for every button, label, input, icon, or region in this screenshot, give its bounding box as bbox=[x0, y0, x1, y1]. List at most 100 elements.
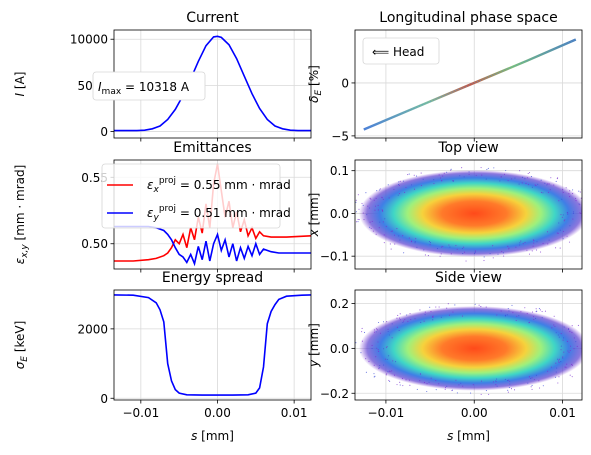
halo-particle bbox=[542, 385, 544, 387]
halo-particle bbox=[569, 374, 571, 376]
halo-particle bbox=[531, 377, 533, 379]
tick-label-y: 0.55 bbox=[81, 171, 108, 185]
halo-particle bbox=[357, 194, 359, 196]
halo-particle bbox=[390, 248, 392, 250]
halo-particle bbox=[436, 248, 439, 250]
halo-particle bbox=[474, 303, 476, 305]
halo-particle bbox=[429, 244, 431, 246]
halo-particle bbox=[546, 231, 549, 233]
halo-particle bbox=[528, 321, 531, 323]
halo-particle bbox=[559, 247, 561, 249]
energyspread-ylabel: σE [keV] bbox=[13, 321, 30, 370]
halo-particle bbox=[508, 379, 510, 381]
halo-particle bbox=[365, 358, 367, 360]
halo-particle bbox=[562, 214, 564, 216]
halo-particle bbox=[495, 384, 497, 386]
halo-particle bbox=[527, 382, 529, 384]
halo-particle bbox=[539, 309, 541, 311]
current-series bbox=[114, 35, 311, 132]
halo-particle bbox=[370, 198, 372, 200]
halo-particle bbox=[385, 225, 387, 227]
lps-title: Longitudinal phase space bbox=[379, 10, 557, 26]
halo-particle bbox=[455, 379, 457, 381]
halo-particle bbox=[507, 389, 509, 391]
halo-particle bbox=[499, 180, 501, 182]
halo-particle bbox=[587, 201, 588, 202]
halo-particle bbox=[356, 221, 358, 223]
halo-particle bbox=[507, 180, 509, 182]
halo-particle bbox=[508, 247, 510, 249]
halo-particle bbox=[355, 201, 357, 203]
halo-particle bbox=[424, 254, 426, 256]
halo-particle bbox=[387, 328, 389, 330]
halo-particle bbox=[567, 328, 570, 331]
halo-particle bbox=[550, 177, 552, 179]
halo-particle bbox=[458, 384, 460, 386]
halo-particle bbox=[446, 385, 448, 387]
halo-particle bbox=[526, 249, 528, 251]
halo-particle bbox=[389, 380, 391, 383]
halo-particle bbox=[374, 205, 377, 207]
halo-particle bbox=[399, 384, 401, 386]
halo-particle bbox=[349, 346, 350, 347]
halo-particle bbox=[396, 326, 398, 328]
halo-particle bbox=[389, 370, 391, 372]
halo-particle bbox=[582, 357, 583, 358]
halo-particle bbox=[533, 240, 535, 242]
halo-particle bbox=[379, 188, 381, 190]
halo-particle bbox=[448, 244, 450, 246]
halo-particle bbox=[524, 307, 526, 309]
halo-particle bbox=[553, 324, 555, 326]
halo-particle bbox=[496, 314, 498, 316]
halo-particle bbox=[575, 341, 577, 343]
halo-particle bbox=[555, 247, 557, 249]
halo-particle bbox=[355, 199, 357, 201]
tick-label-y: 0 bbox=[100, 392, 108, 406]
halo-particle bbox=[409, 313, 411, 315]
halo-particle bbox=[396, 227, 398, 230]
halo-particle bbox=[414, 318, 416, 320]
halo-particle bbox=[424, 314, 426, 316]
halo-particle bbox=[371, 220, 373, 222]
halo-particle bbox=[403, 180, 405, 182]
halo-particle bbox=[463, 251, 466, 253]
halo-particle bbox=[373, 331, 375, 333]
halo-particle bbox=[540, 179, 542, 181]
halo-particle bbox=[446, 307, 448, 309]
halo-particle bbox=[423, 320, 425, 322]
halo-particle bbox=[432, 319, 434, 321]
halo-particle bbox=[391, 337, 393, 339]
halo-particle bbox=[575, 197, 577, 199]
halo-particle bbox=[588, 201, 589, 202]
halo-particle bbox=[519, 170, 521, 172]
halo-particle bbox=[567, 213, 569, 215]
halo-particle bbox=[515, 246, 517, 248]
halo-particle bbox=[433, 179, 435, 181]
halo-particle bbox=[565, 187, 567, 189]
halo-particle bbox=[533, 378, 535, 381]
halo-particle bbox=[413, 174, 415, 176]
halo-particle bbox=[403, 320, 405, 322]
halo-particle bbox=[433, 182, 435, 185]
current-title: Current bbox=[186, 10, 239, 26]
halo-particle bbox=[452, 180, 454, 182]
halo-particle bbox=[510, 388, 513, 390]
halo-particle bbox=[398, 184, 400, 186]
halo-particle bbox=[363, 219, 365, 221]
halo-particle bbox=[399, 180, 401, 182]
halo-particle bbox=[408, 173, 410, 175]
tick-label-y: 0.0 bbox=[330, 207, 349, 221]
halo-particle bbox=[377, 349, 379, 351]
halo-particle bbox=[394, 243, 396, 245]
halo-particle bbox=[555, 362, 557, 364]
halo-particle bbox=[573, 348, 575, 350]
halo-particle bbox=[357, 218, 359, 220]
halo-particle bbox=[361, 202, 363, 204]
halo-particle bbox=[561, 216, 563, 218]
halo-particle bbox=[450, 253, 452, 255]
halo-particle bbox=[378, 321, 380, 324]
halo-particle bbox=[547, 191, 549, 193]
tick-label-x: −0.01 bbox=[368, 406, 405, 420]
halo-particle bbox=[383, 364, 385, 366]
halo-particle bbox=[538, 308, 540, 310]
